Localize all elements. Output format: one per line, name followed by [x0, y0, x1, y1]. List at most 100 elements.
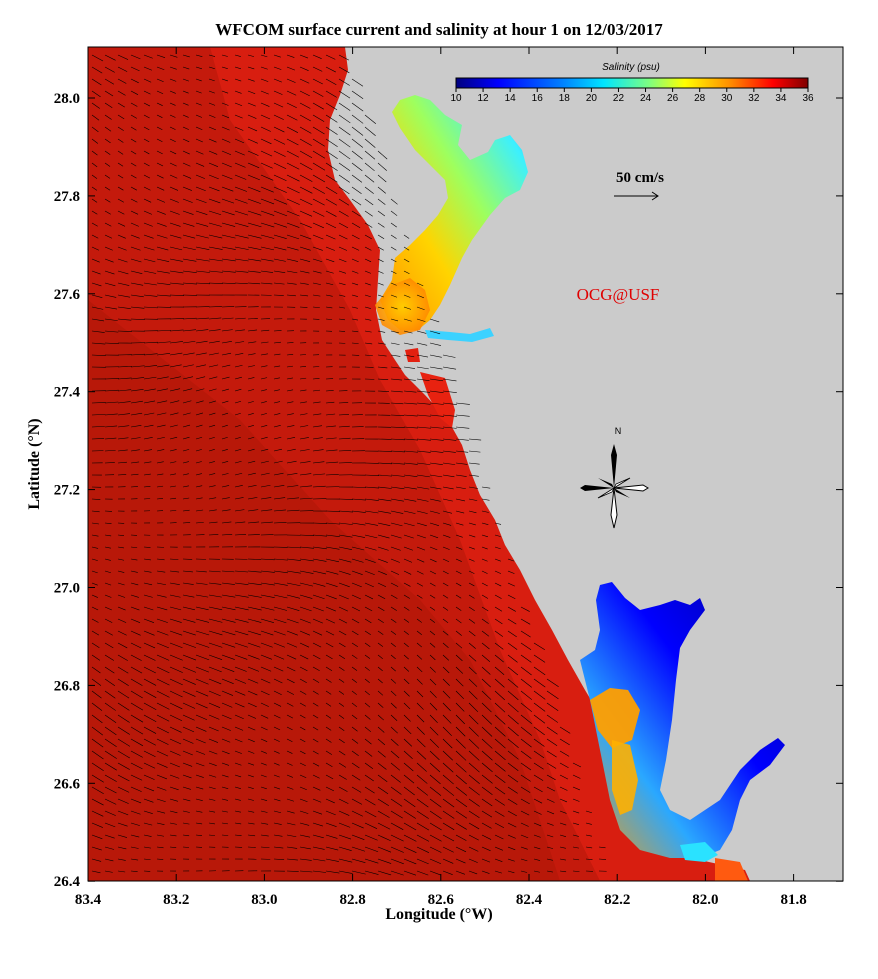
current-vector [208, 388, 217, 392]
current-vector [377, 366, 388, 369]
current-vector [325, 798, 335, 804]
current-vector [429, 606, 436, 611]
current-vector [143, 594, 153, 598]
current-vector [416, 738, 426, 748]
current-vector [143, 582, 153, 586]
current-vector [338, 702, 345, 707]
current-vector [312, 582, 326, 587]
current-vector [364, 858, 379, 864]
current-vector [351, 222, 361, 228]
current-vector [260, 618, 275, 623]
current-vector [273, 270, 286, 274]
current-vector [169, 714, 183, 722]
current-vector [403, 750, 413, 759]
current-vector [429, 462, 443, 465]
current-vector [130, 150, 137, 155]
current-vector [403, 462, 418, 465]
current-vector [455, 450, 469, 453]
current-vector [182, 424, 191, 428]
current-vector [234, 509, 245, 512]
current-vector [169, 400, 180, 404]
current-vector [351, 714, 358, 720]
current-vector [273, 630, 286, 636]
current-vector [260, 365, 268, 368]
current-vector [338, 282, 346, 286]
current-vector [195, 174, 206, 179]
current-vector [130, 138, 137, 143]
current-vector [312, 522, 327, 524]
current-vector [247, 484, 257, 488]
current-vector [208, 246, 223, 250]
current-vector [273, 78, 282, 83]
current-vector [494, 534, 501, 537]
current-vector [247, 798, 254, 801]
current-vector [559, 834, 567, 837]
current-vector [195, 352, 207, 356]
current-vector [143, 702, 157, 711]
current-vector [312, 750, 319, 755]
current-vector [390, 630, 397, 635]
current-vector [273, 282, 285, 285]
current-vector [273, 472, 284, 476]
current-vector [299, 138, 312, 146]
current-vector [104, 522, 112, 524]
current-vector [299, 810, 309, 814]
current-vector [494, 546, 501, 550]
current-vector [234, 485, 243, 488]
current-vector [364, 198, 374, 206]
current-vector [494, 690, 505, 701]
current-vector [260, 774, 267, 778]
current-vector [169, 90, 176, 94]
current-vector [273, 102, 284, 108]
current-vector [299, 570, 314, 574]
current-vector [390, 498, 404, 502]
x-tick-label: 82.8 [339, 892, 365, 908]
current-vector [143, 726, 157, 734]
current-vector [91, 90, 101, 98]
current-vector [312, 630, 323, 636]
current-vector [351, 570, 363, 575]
current-vector [286, 162, 300, 170]
current-vector [325, 461, 339, 464]
current-vector [91, 606, 99, 611]
current-vector [312, 702, 319, 707]
current-vector [169, 834, 177, 837]
current-vector [273, 401, 281, 404]
current-vector [130, 678, 143, 686]
current-vector [104, 762, 117, 771]
current-vector [442, 714, 452, 724]
current-vector [403, 654, 409, 660]
current-vector [520, 846, 528, 850]
current-vector [260, 54, 268, 58]
current-vector [416, 438, 431, 441]
current-vector [377, 318, 385, 321]
current-vector [234, 642, 248, 648]
current-vector [182, 738, 194, 744]
current-vector [299, 846, 311, 850]
current-vector [286, 138, 299, 146]
current-vector [299, 258, 311, 262]
current-vector [104, 378, 119, 380]
current-vector [182, 400, 192, 404]
current-vector [364, 594, 374, 600]
current-vector [403, 354, 415, 358]
current-vector [156, 461, 164, 464]
current-vector [455, 606, 462, 611]
current-vector [390, 846, 404, 853]
current-vector [364, 810, 377, 818]
current-vector [130, 810, 141, 815]
current-vector [338, 822, 351, 828]
current-vector [494, 618, 503, 625]
current-vector [169, 174, 178, 179]
current-vector [364, 282, 371, 286]
current-vector [260, 738, 268, 742]
current-vector [559, 810, 567, 814]
current-vector [130, 726, 144, 735]
current-vector [364, 714, 371, 720]
current-vector [156, 750, 169, 757]
current-vector [494, 798, 505, 806]
current-vector [260, 210, 275, 216]
current-vector [234, 582, 249, 585]
current-vector [299, 174, 313, 182]
